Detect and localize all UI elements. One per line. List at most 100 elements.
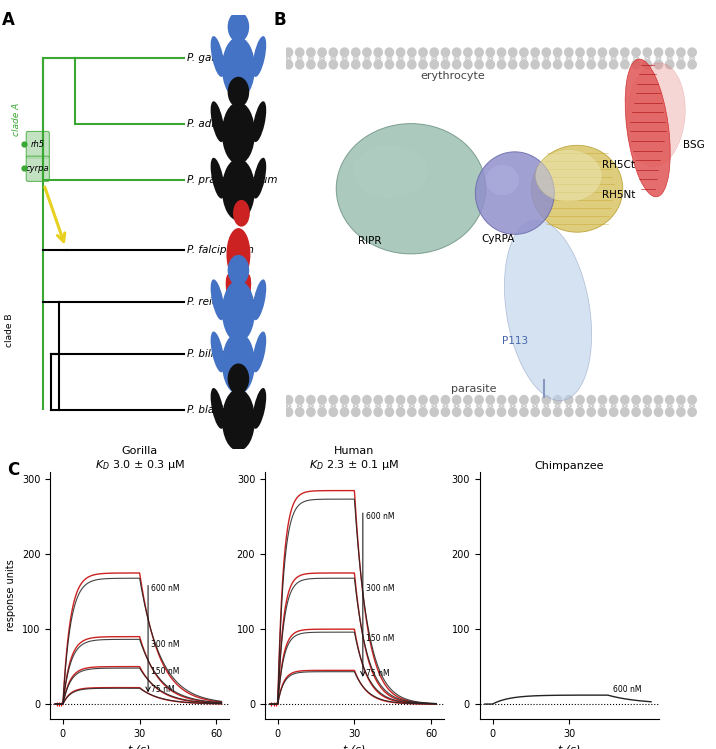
Circle shape — [340, 60, 349, 69]
Circle shape — [609, 48, 618, 57]
Circle shape — [284, 407, 293, 416]
Circle shape — [441, 407, 450, 416]
Text: B: B — [274, 10, 286, 28]
Title: Gorilla
$K_D$ 3.0 ± 0.3 μM: Gorilla $K_D$ 3.0 ± 0.3 μM — [95, 446, 185, 472]
Text: 600 nM: 600 nM — [613, 685, 642, 694]
Circle shape — [329, 60, 337, 69]
Circle shape — [441, 60, 450, 69]
Text: 75 nM: 75 nM — [366, 669, 390, 679]
Circle shape — [576, 48, 584, 57]
Circle shape — [666, 60, 674, 69]
Circle shape — [352, 407, 360, 416]
Circle shape — [643, 395, 652, 404]
Text: A: A — [1, 10, 14, 28]
Circle shape — [587, 395, 596, 404]
Text: cyrpa: cyrpa — [26, 164, 49, 173]
Circle shape — [441, 395, 450, 404]
Circle shape — [531, 48, 539, 57]
Circle shape — [531, 60, 539, 69]
Circle shape — [587, 60, 596, 69]
Circle shape — [441, 48, 450, 57]
Circle shape — [609, 60, 618, 69]
Circle shape — [486, 407, 495, 416]
Circle shape — [397, 395, 405, 404]
Ellipse shape — [485, 165, 519, 195]
Circle shape — [643, 407, 652, 416]
Text: P. falciparum: P. falciparum — [187, 245, 253, 255]
Circle shape — [296, 407, 304, 416]
Circle shape — [542, 60, 551, 69]
Circle shape — [508, 395, 517, 404]
Circle shape — [407, 407, 416, 416]
Circle shape — [654, 48, 662, 57]
Text: 300 nM: 300 nM — [151, 640, 180, 649]
Circle shape — [284, 48, 293, 57]
Ellipse shape — [475, 152, 554, 234]
Circle shape — [306, 60, 315, 69]
Circle shape — [464, 395, 472, 404]
Ellipse shape — [228, 11, 249, 42]
Text: P. billcollinsi: P. billcollinsi — [187, 349, 249, 359]
Circle shape — [587, 407, 596, 416]
Circle shape — [284, 60, 293, 69]
Circle shape — [296, 395, 304, 404]
Circle shape — [508, 48, 517, 57]
Circle shape — [565, 48, 573, 57]
Circle shape — [419, 48, 427, 57]
Circle shape — [385, 60, 394, 69]
Circle shape — [407, 395, 416, 404]
Ellipse shape — [233, 200, 250, 227]
Circle shape — [677, 407, 685, 416]
Circle shape — [542, 48, 551, 57]
Ellipse shape — [211, 158, 224, 198]
Text: P113: P113 — [502, 336, 528, 346]
Text: RH5Ct: RH5Ct — [602, 160, 635, 170]
Circle shape — [621, 395, 629, 404]
Ellipse shape — [222, 333, 255, 395]
Ellipse shape — [211, 388, 224, 429]
Circle shape — [576, 60, 584, 69]
Circle shape — [385, 395, 394, 404]
Circle shape — [475, 60, 483, 69]
Circle shape — [508, 407, 517, 416]
Circle shape — [385, 407, 394, 416]
Ellipse shape — [222, 389, 255, 451]
Circle shape — [284, 395, 293, 404]
Circle shape — [419, 395, 427, 404]
Circle shape — [520, 395, 528, 404]
Circle shape — [621, 48, 629, 57]
Circle shape — [599, 407, 606, 416]
Circle shape — [430, 395, 438, 404]
Ellipse shape — [253, 36, 266, 77]
Circle shape — [453, 48, 461, 57]
Circle shape — [340, 48, 349, 57]
Ellipse shape — [211, 279, 224, 321]
Ellipse shape — [222, 37, 255, 99]
Text: erythrocyte: erythrocyte — [420, 71, 485, 81]
Circle shape — [352, 48, 360, 57]
Text: 150 nM: 150 nM — [151, 667, 180, 676]
Circle shape — [453, 60, 461, 69]
Circle shape — [340, 395, 349, 404]
Text: P. gaboni: P. gaboni — [187, 53, 233, 64]
Circle shape — [565, 407, 573, 416]
Circle shape — [464, 60, 472, 69]
Circle shape — [486, 48, 495, 57]
Circle shape — [553, 407, 562, 416]
Circle shape — [498, 395, 505, 404]
Text: RIPR: RIPR — [358, 236, 381, 246]
Text: clade B: clade B — [5, 313, 14, 347]
Circle shape — [520, 48, 528, 57]
Ellipse shape — [211, 332, 224, 372]
Circle shape — [677, 48, 685, 57]
Text: 600 nM: 600 nM — [151, 584, 180, 593]
Circle shape — [419, 60, 427, 69]
Ellipse shape — [253, 158, 266, 198]
Circle shape — [363, 395, 371, 404]
Circle shape — [407, 60, 416, 69]
Circle shape — [688, 60, 696, 69]
Circle shape — [363, 48, 371, 57]
Circle shape — [486, 60, 495, 69]
Circle shape — [329, 407, 337, 416]
Ellipse shape — [253, 388, 266, 429]
